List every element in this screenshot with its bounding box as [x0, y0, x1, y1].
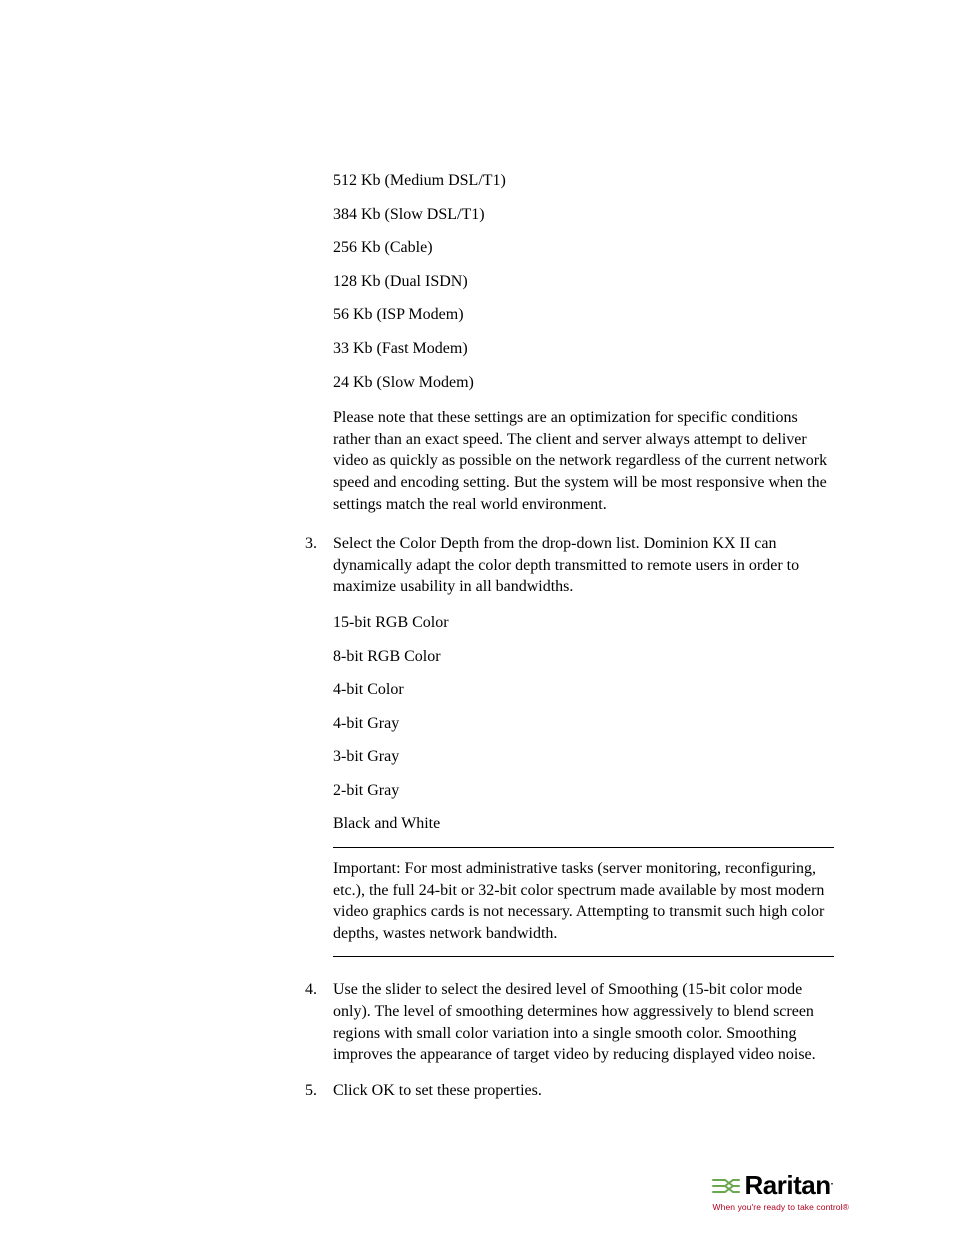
color-depth-option: 8-bit RGB Color	[333, 646, 834, 668]
callout-text: Important: For most administrative tasks…	[333, 860, 824, 942]
step-number: 4.	[305, 979, 333, 1065]
speed-option: 256 Kb (Cable)	[333, 237, 834, 259]
color-depth-option: 3-bit Gray	[333, 746, 834, 768]
color-depth-option: 4-bit Color	[333, 679, 834, 701]
document-page: 512 Kb (Medium DSL/T1) 384 Kb (Slow DSL/…	[0, 0, 954, 1235]
brand-logo: Raritan. When you're ready to take contr…	[711, 1168, 850, 1213]
speed-option: 128 Kb (Dual ISDN)	[333, 271, 834, 293]
color-depth-option: 15-bit RGB Color	[333, 612, 834, 634]
color-depth-list: 15-bit RGB Color 8-bit RGB Color 4-bit C…	[333, 612, 834, 835]
important-callout: Important: For most administrative tasks…	[333, 847, 834, 957]
step-5: 5. Click OK to set these properties.	[305, 1080, 834, 1102]
logo-wordmark: Raritan.	[745, 1168, 833, 1203]
step-3: 3. Select the Color Depth from the drop-…	[305, 533, 834, 598]
speed-option: 384 Kb (Slow DSL/T1)	[333, 204, 834, 226]
step-4: 4. Use the slider to select the desired …	[305, 979, 834, 1065]
logo-tagline: When you're ready to take control®	[713, 1202, 850, 1213]
logo-brand-text: Raritan	[745, 1170, 831, 1200]
speed-option: 33 Kb (Fast Modem)	[333, 338, 834, 360]
speed-option: 24 Kb (Slow Modem)	[333, 372, 834, 394]
step-number: 5.	[305, 1080, 333, 1102]
step-text: Use the slider to select the desired lev…	[333, 979, 834, 1065]
logo-mark-icon	[711, 1175, 741, 1197]
step-text: Select the Color Depth from the drop-dow…	[333, 533, 834, 598]
color-depth-option: Black and White	[333, 813, 834, 835]
speed-option: 56 Kb (ISP Modem)	[333, 304, 834, 326]
step-text: Click OK to set these properties.	[333, 1080, 834, 1102]
connection-speed-list: 512 Kb (Medium DSL/T1) 384 Kb (Slow DSL/…	[333, 170, 834, 393]
logo-row: Raritan.	[711, 1168, 850, 1203]
speed-note-paragraph: Please note that these settings are an o…	[333, 407, 834, 515]
color-depth-option: 4-bit Gray	[333, 713, 834, 735]
speed-option: 512 Kb (Medium DSL/T1)	[333, 170, 834, 192]
step-number: 3.	[305, 533, 333, 598]
registered-mark: .	[831, 1177, 833, 1188]
color-depth-option: 2-bit Gray	[333, 780, 834, 802]
